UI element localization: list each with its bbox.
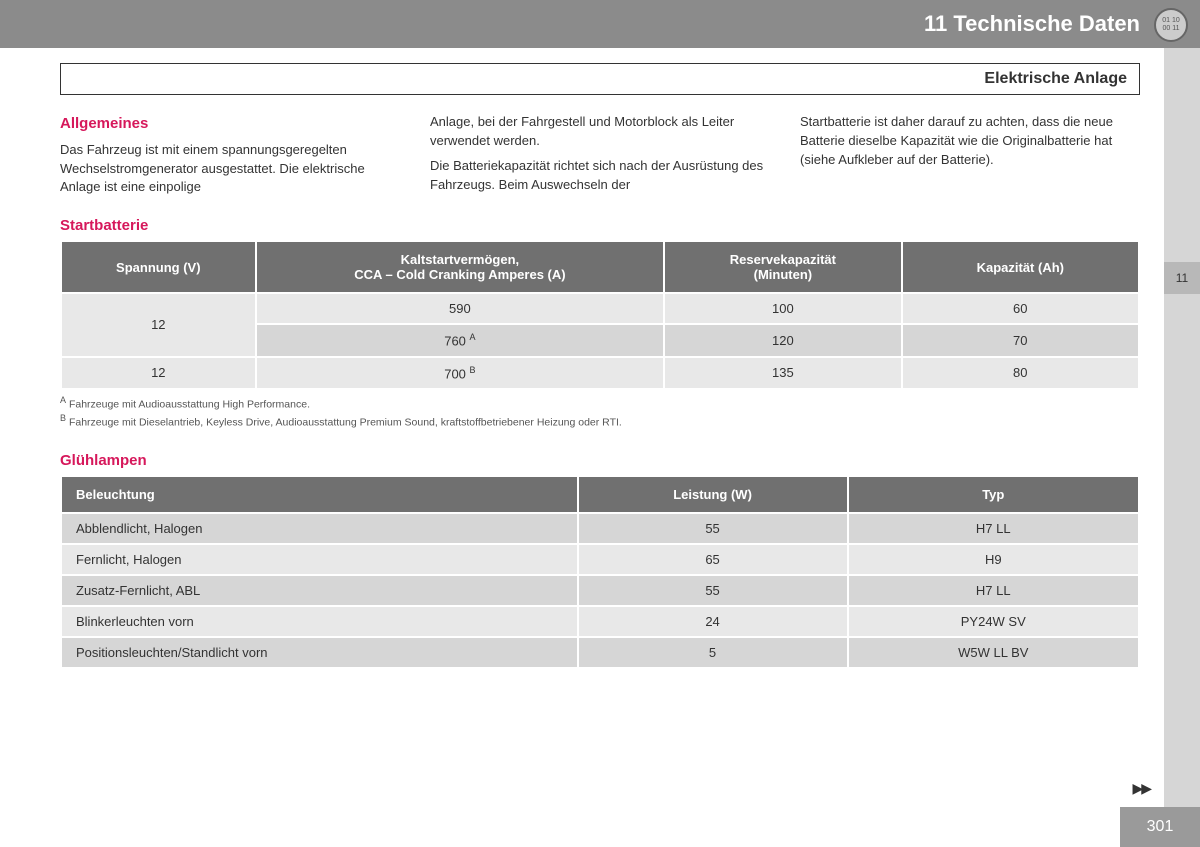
lamp-type: H9: [849, 545, 1138, 574]
section-title-box: Elektrische Anlage: [60, 63, 1140, 95]
lamp-type: PY24W SV: [849, 607, 1138, 636]
battery-th-voltage: Spannung (V): [62, 242, 255, 292]
cca-sup: A: [470, 332, 476, 342]
right-sidebar: [1164, 48, 1200, 808]
battery-table: Spannung (V) Kaltstartvermögen, CCA – Co…: [60, 240, 1140, 390]
lamp-watt: 5: [579, 638, 847, 667]
lamps-th-name: Beleuchtung: [62, 477, 577, 512]
page-number-value: 301: [1147, 818, 1174, 836]
battery-cell-voltage: 12: [62, 358, 255, 388]
intro-column-1: Allgemeines Das Fahrzeug ist mit einem s…: [60, 113, 400, 197]
battery-cell-reserve: 120: [665, 325, 900, 355]
lamp-name: Fernlicht, Halogen: [62, 545, 577, 574]
battery-th-cca-line1: Kaltstartvermögen,: [401, 252, 519, 267]
lamps-table: Beleuchtung Leistung (W) Typ Abblendlich…: [60, 475, 1140, 669]
cca-value: 590: [449, 301, 471, 316]
chapter-header: 11 Technische Daten: [0, 0, 1200, 48]
intro-text-3: Startbatterie ist daher darauf zu achten…: [800, 113, 1140, 170]
footnote-a-text: Fahrzeuge mit Audioausstattung High Perf…: [69, 398, 310, 410]
battery-cell-capacity: 80: [903, 358, 1138, 388]
battery-th-cca: Kaltstartvermögen, CCA – Cold Cranking A…: [257, 242, 664, 292]
lamp-type: W5W LL BV: [849, 638, 1138, 667]
page-content: Elektrische Anlage Allgemeines Das Fahrz…: [0, 48, 1200, 669]
intro-text-2b: Die Batteriekapazität richtet sich nach …: [430, 157, 770, 195]
footnote-a-label: A: [60, 395, 66, 405]
battery-cell-voltage: 12: [62, 294, 255, 355]
battery-cell-reserve: 135: [665, 358, 900, 388]
index-text-bottom: 00 11: [1163, 25, 1180, 33]
battery-cell-capacity: 70: [903, 325, 1138, 355]
header-index-icon: 01 10 00 11: [1154, 8, 1188, 42]
lamp-type: H7 LL: [849, 576, 1138, 605]
lamp-watt: 65: [579, 545, 847, 574]
intro-column-3: Startbatterie ist daher darauf zu achten…: [800, 113, 1140, 197]
section-title: Elektrische Anlage: [984, 70, 1127, 87]
continue-arrows-icon: ▶▶: [1132, 780, 1150, 797]
cca-sup: B: [470, 365, 476, 375]
lamp-type: H7 LL: [849, 514, 1138, 543]
battery-th-cca-line2: CCA – Cold Cranking Amperes (A): [354, 267, 565, 282]
intro-heading: Allgemeines: [60, 113, 400, 135]
page-number: 301: [1120, 807, 1200, 847]
tab-number: 11: [1176, 271, 1188, 285]
battery-th-reserve-line2: (Minuten): [754, 267, 812, 282]
lamp-name: Abblendlicht, Halogen: [62, 514, 577, 543]
intro-column-2: Anlage, bei der Fahrgestell und Motorblo…: [430, 113, 770, 197]
lamp-name: Blinkerleuchten vorn: [62, 607, 577, 636]
lamps-heading: Glühlampen: [60, 452, 1140, 469]
footnote-b-text: Fahrzeuge mit Dieselantrieb, Keyless Dri…: [69, 417, 622, 429]
lamps-th-type: Typ: [849, 477, 1138, 512]
intro-columns: Allgemeines Das Fahrzeug ist mit einem s…: [60, 113, 1140, 197]
intro-text-1: Das Fahrzeug ist mit einem spannungsgere…: [60, 141, 400, 198]
lamp-watt: 24: [579, 607, 847, 636]
footnote-b-label: B: [60, 413, 66, 423]
battery-cell-reserve: 100: [665, 294, 900, 323]
battery-footnotes: A Fahrzeuge mit Audioausstattung High Pe…: [60, 394, 1140, 430]
chapter-title: 11 Technische Daten: [924, 11, 1140, 37]
lamp-watt: 55: [579, 514, 847, 543]
lamps-th-watt: Leistung (W): [579, 477, 847, 512]
cca-value: 700: [444, 366, 466, 381]
footnote-a: A Fahrzeuge mit Audioausstattung High Pe…: [60, 394, 1140, 412]
battery-cell-cca: 590: [257, 294, 664, 323]
battery-cell-cca: 700 B: [257, 358, 664, 388]
footnote-b: B Fahrzeuge mit Dieselantrieb, Keyless D…: [60, 412, 1140, 430]
battery-th-reserve-line1: Reservekapazität: [730, 252, 836, 267]
lamp-name: Positionsleuchten/Standlicht vorn: [62, 638, 577, 667]
index-text-top: 01 10: [1162, 17, 1180, 25]
intro-text-2a: Anlage, bei der Fahrgestell und Motorblo…: [430, 113, 770, 151]
battery-th-capacity: Kapazität (Ah): [903, 242, 1138, 292]
battery-cell-cca: 760 A: [257, 325, 664, 355]
cca-value: 760: [444, 334, 466, 349]
lamp-name: Zusatz-Fernlicht, ABL: [62, 576, 577, 605]
battery-cell-capacity: 60: [903, 294, 1138, 323]
battery-th-reserve: Reservekapazität (Minuten): [665, 242, 900, 292]
tab-marker: 11: [1164, 262, 1200, 294]
battery-heading: Startbatterie: [60, 217, 1140, 234]
lamp-watt: 55: [579, 576, 847, 605]
